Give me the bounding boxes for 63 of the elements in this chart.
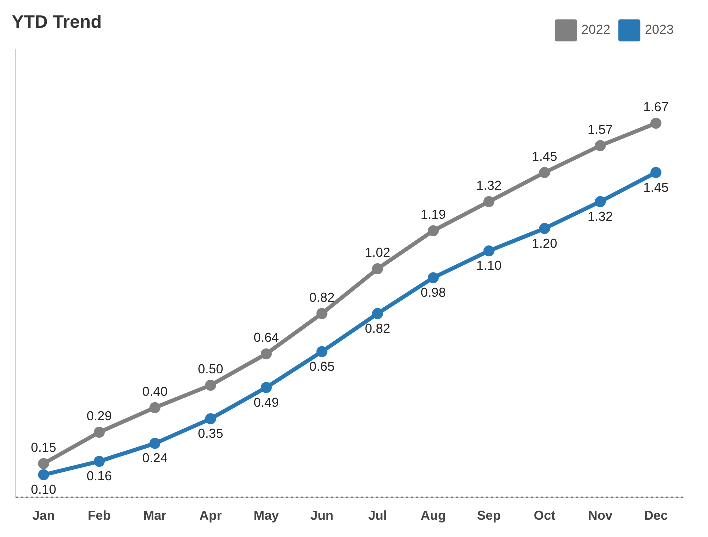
point bbox=[650, 118, 662, 129]
legend-label: 2022 bbox=[582, 22, 611, 38]
point bbox=[595, 140, 606, 152]
point bbox=[150, 402, 161, 414]
point bbox=[650, 167, 662, 178]
point bbox=[38, 458, 50, 470]
point bbox=[428, 225, 439, 236]
point bbox=[539, 223, 550, 234]
point bbox=[595, 196, 606, 208]
x-tick-label: Jan bbox=[32, 508, 56, 523]
data-label: 1.57 bbox=[588, 122, 614, 137]
point bbox=[205, 414, 216, 425]
data-label: 1.19 bbox=[420, 207, 446, 222]
point bbox=[484, 196, 495, 208]
point bbox=[372, 308, 384, 320]
x-tick-label: Jun bbox=[310, 508, 334, 523]
data-label: 0.65 bbox=[310, 358, 335, 374]
data-label: 1.20 bbox=[532, 236, 558, 251]
data-label: 1.10 bbox=[476, 258, 502, 274]
point bbox=[150, 438, 161, 450]
data-label: 1.45 bbox=[644, 180, 669, 195]
point bbox=[316, 346, 328, 358]
point bbox=[38, 470, 50, 481]
x-tick-label: Apr bbox=[200, 508, 222, 523]
data-label: 0.50 bbox=[198, 362, 224, 377]
data-label: 0.35 bbox=[198, 426, 224, 442]
data-label: 1.02 bbox=[365, 245, 390, 260]
x-tick-label: Dec bbox=[644, 508, 668, 523]
data-label: 1.67 bbox=[644, 100, 669, 115]
data-label: 1.45 bbox=[532, 148, 558, 164]
data-label: 1.32 bbox=[476, 178, 502, 193]
point bbox=[484, 246, 495, 257]
x-tick-label: Oct bbox=[534, 508, 556, 523]
data-label: 1.32 bbox=[588, 208, 614, 224]
x-tick-label: Aug bbox=[420, 508, 446, 523]
point bbox=[261, 348, 272, 360]
data-label: 0.40 bbox=[142, 384, 168, 399]
data-label: 0.29 bbox=[86, 408, 112, 424]
x-tick-label: Sep bbox=[477, 508, 502, 523]
data-label: 0.98 bbox=[420, 285, 446, 300]
point bbox=[372, 264, 384, 275]
point bbox=[428, 272, 439, 284]
point bbox=[316, 308, 328, 320]
data-label: 0.24 bbox=[142, 450, 168, 466]
point bbox=[539, 167, 550, 178]
data-label: 0.16 bbox=[86, 468, 112, 484]
point bbox=[205, 380, 216, 391]
legend-label: 2023 bbox=[645, 22, 674, 38]
x-tick-label: Mar bbox=[144, 508, 167, 523]
data-label: 0.10 bbox=[31, 482, 56, 498]
data-label: 0.82 bbox=[365, 320, 390, 336]
x-tick-label: Feb bbox=[88, 508, 112, 523]
point bbox=[94, 456, 105, 468]
x-tick-label: May bbox=[254, 508, 280, 523]
data-label: 0.15 bbox=[31, 440, 56, 455]
x-tick-label: Nov bbox=[588, 508, 614, 523]
point bbox=[94, 426, 105, 438]
chart-title: YTD Trend bbox=[12, 12, 102, 32]
data-label: 0.49 bbox=[254, 394, 280, 410]
point bbox=[261, 382, 272, 394]
data-label: 0.82 bbox=[310, 290, 335, 305]
data-label: 0.64 bbox=[254, 330, 280, 346]
x-tick-label: Jul bbox=[368, 508, 388, 523]
